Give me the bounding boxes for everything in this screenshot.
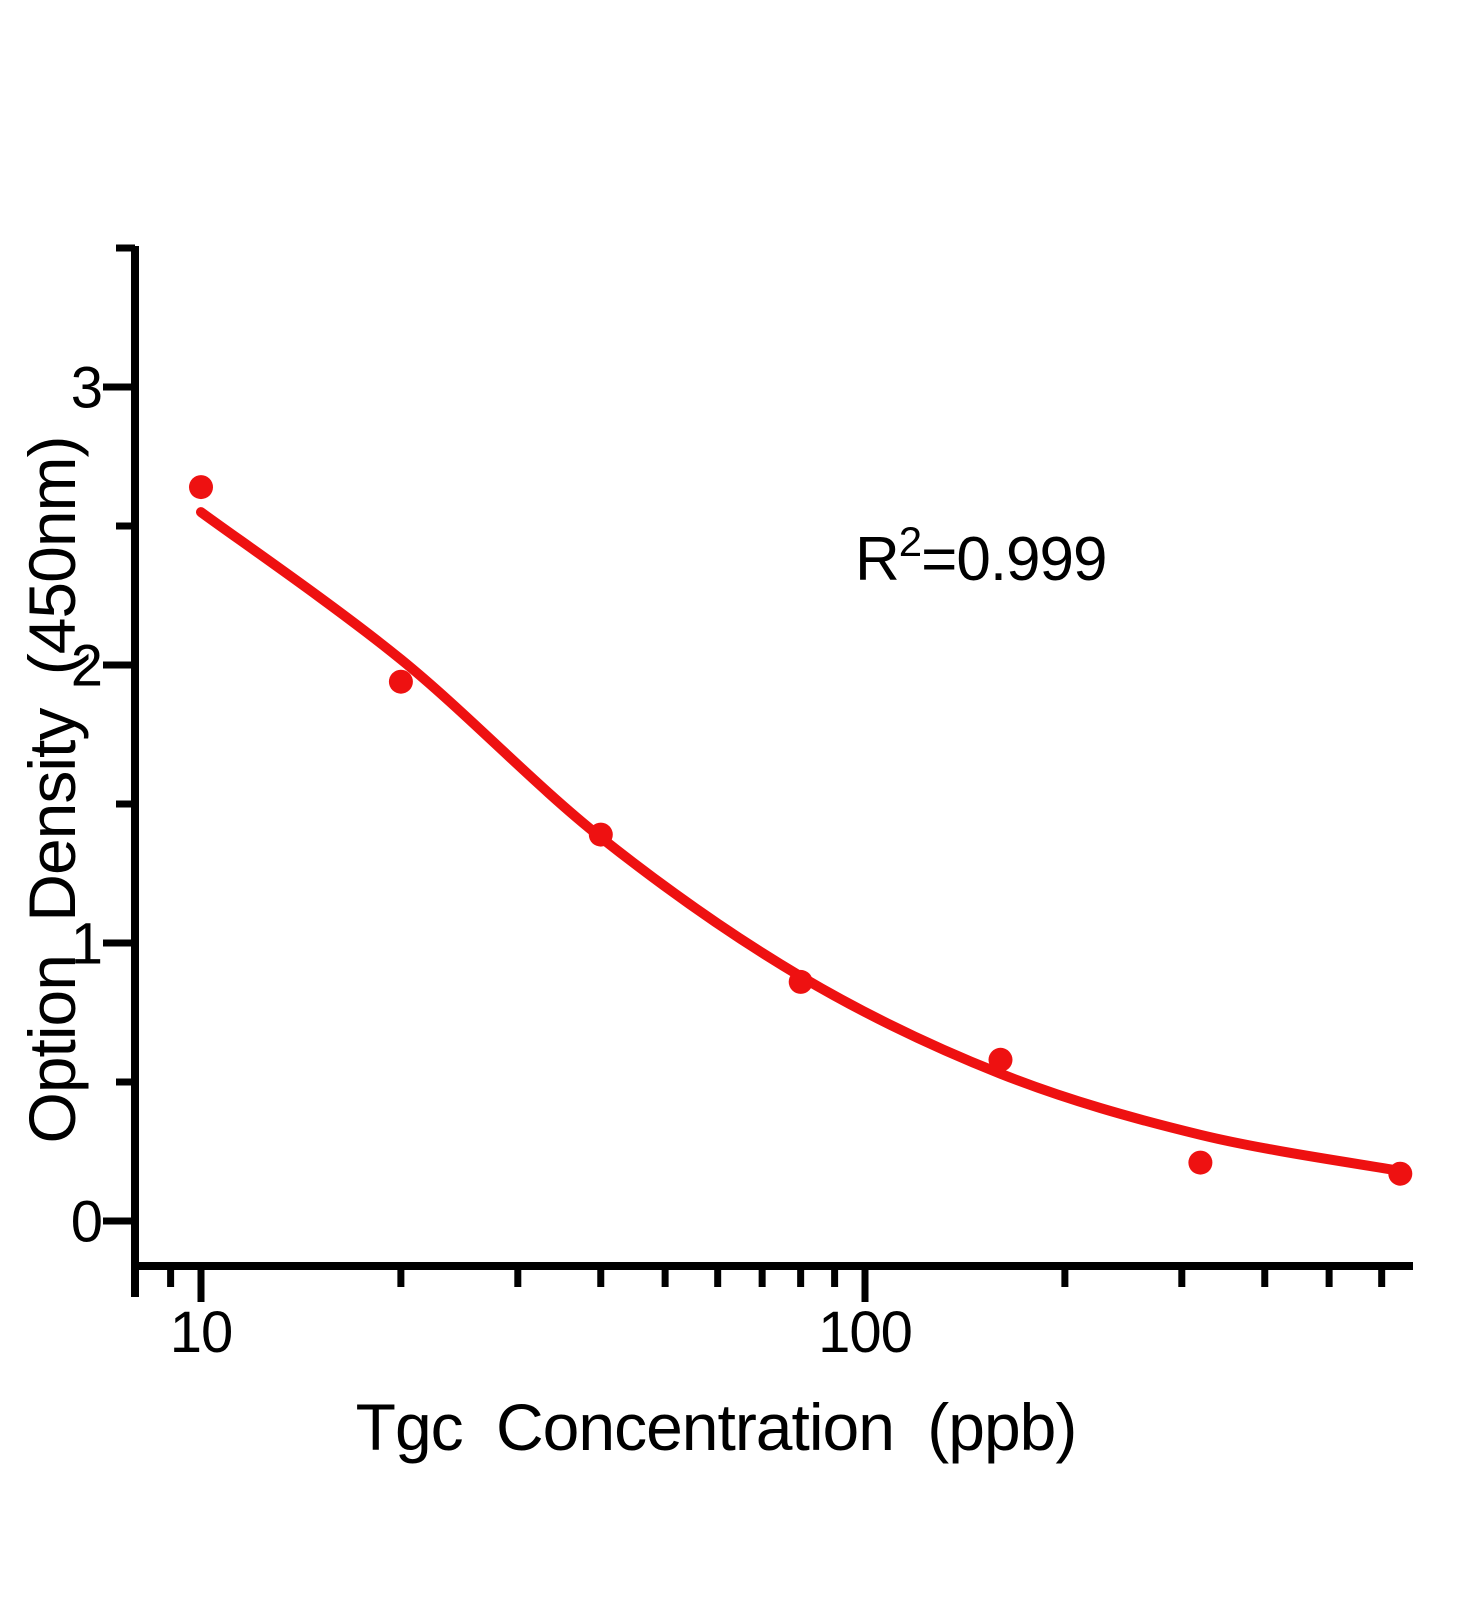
y-tick-label: 0 xyxy=(71,1189,102,1254)
axes-layer xyxy=(103,244,1413,1302)
y-axis-title: Option Density (450nm) xyxy=(15,437,89,1144)
y-tick-label: 1 xyxy=(71,911,102,976)
data-point xyxy=(1188,1150,1213,1175)
data-point xyxy=(988,1047,1013,1072)
tick-label-layer: 10 100 0 1 2 3 xyxy=(71,355,913,1365)
data-point xyxy=(388,669,413,694)
fit-curve xyxy=(196,507,1406,1176)
y-tick-label: 3 xyxy=(71,355,102,420)
y-tick-label: 2 xyxy=(71,633,102,698)
data-point-layer xyxy=(189,475,1413,1186)
r-squared-value: =0.999 xyxy=(921,525,1106,594)
x-tick-label: 100 xyxy=(818,1300,912,1365)
x-axis-title: Tgc Concentration (ppb) xyxy=(356,1390,1077,1464)
data-point xyxy=(189,475,213,500)
x-tick-label: 10 xyxy=(170,1300,233,1365)
data-point xyxy=(588,822,613,847)
r-squared-base: R xyxy=(855,525,899,594)
r-squared-sup: 2 xyxy=(899,518,921,565)
r-squared-annotation: R2=0.999 xyxy=(855,518,1107,594)
data-point xyxy=(1388,1161,1413,1186)
data-point xyxy=(788,969,813,994)
